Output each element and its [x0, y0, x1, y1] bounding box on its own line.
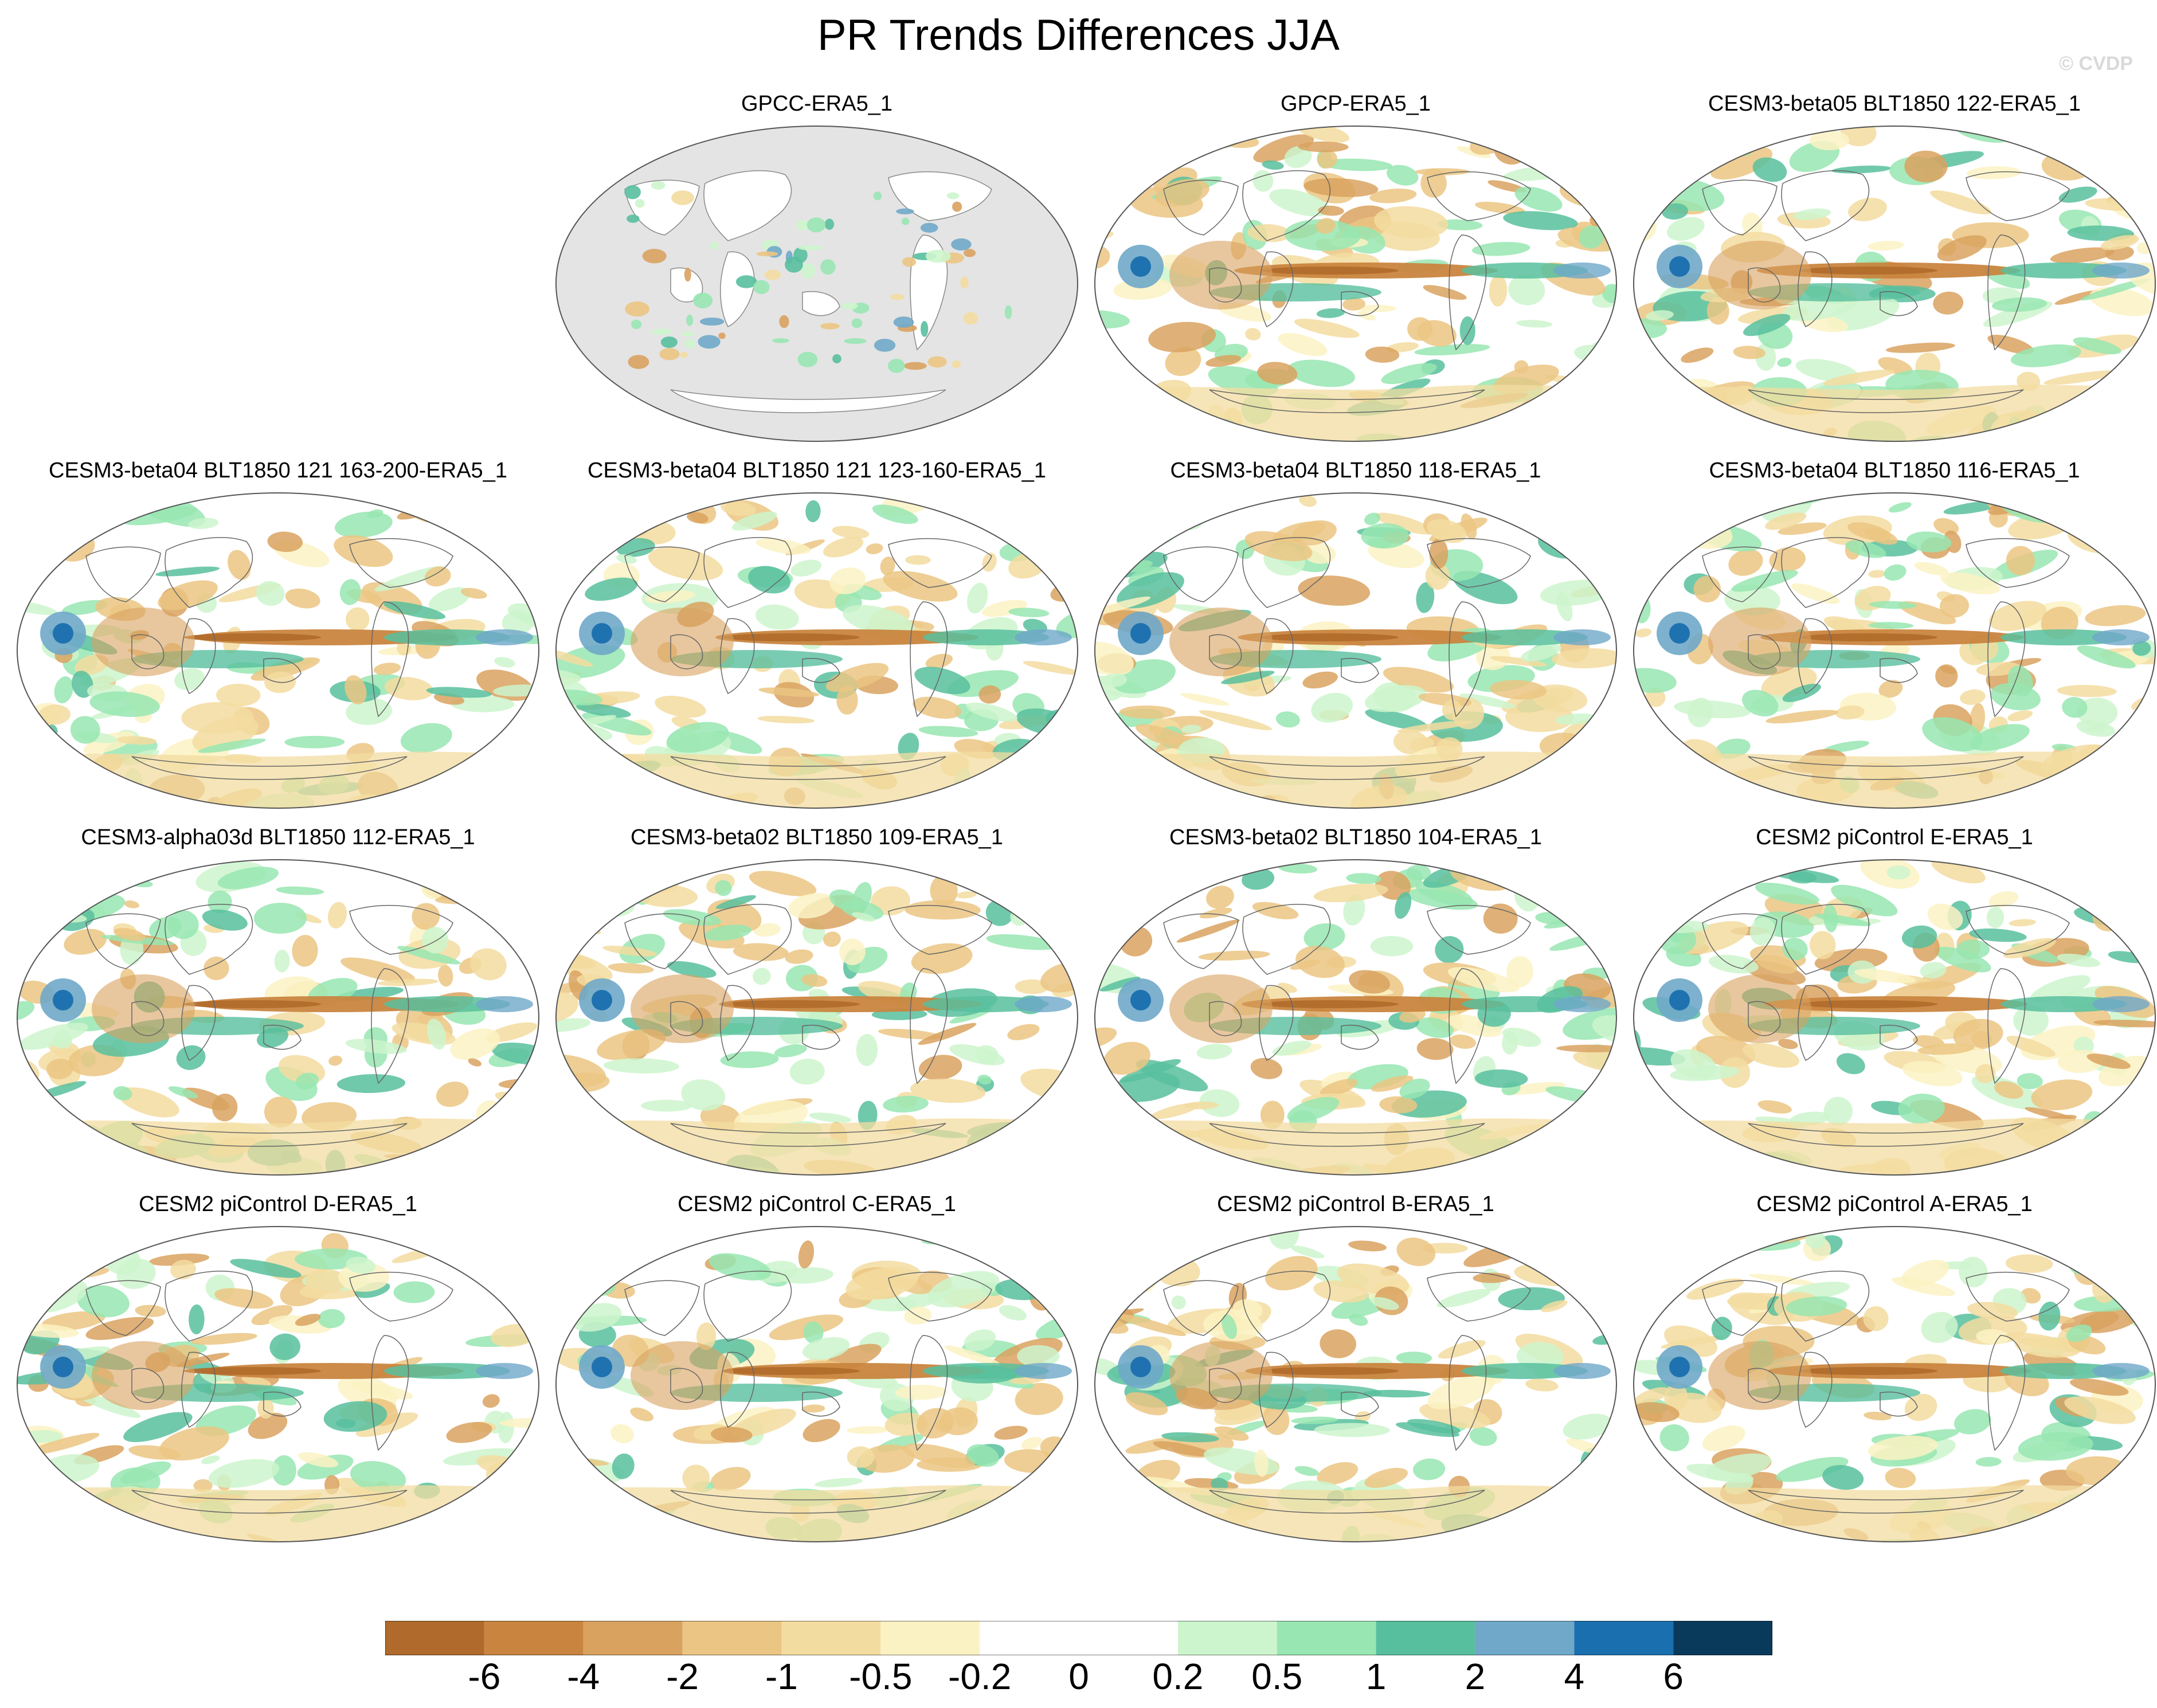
- panel-title: CESM2 piControl A-ERA5_1: [1756, 1192, 2033, 1216]
- panel-title: CESM3-beta04 BLT1850 121 123-160-ERA5_1: [588, 459, 1046, 483]
- panel-title: CESM3-beta02 BLT1850 104-ERA5_1: [1169, 825, 1542, 849]
- map-panel: GPCC-ERA5_1: [550, 92, 1083, 447]
- map-panel: CESM3-beta02 BLT1850 104-ERA5_1: [1089, 825, 1622, 1181]
- map-panel: CESM3-beta05 BLT1850 122-ERA5_1: [1628, 92, 2157, 447]
- precip-trend-map: [1094, 859, 1617, 1176]
- map-panel: CESM3-alpha03d BLT1850 112-ERA5_1: [11, 825, 545, 1181]
- map-panel: CESM3-beta04 BLT1850 116-ERA5_1: [1628, 459, 2157, 814]
- precip-trend-map: [1633, 126, 2156, 442]
- colorbar-tick-label: 6: [1663, 1656, 1684, 1697]
- panel-title: CESM3-beta02 BLT1850 109-ERA5_1: [631, 825, 1003, 849]
- map-panel: GPCP-ERA5_1: [1089, 92, 1622, 447]
- colorbar-swatch: [682, 1621, 782, 1655]
- map-panel: CESM2 piControl D-ERA5_1: [11, 1192, 545, 1548]
- map-panel: CESM2 piControl C-ERA5_1: [550, 1192, 1083, 1548]
- colorbar-labels: -6 -4 -2 -1 -0.5 -0.2 0 0.2 0.5 1 2 4 6: [0, 1655, 2157, 1707]
- colorbar-swatch: [1475, 1621, 1575, 1655]
- colorbar-tick-label: 0: [1068, 1656, 1089, 1697]
- precip-trend-map: [17, 492, 539, 809]
- colorbar: [385, 1621, 1772, 1655]
- precip-trend-map: [1633, 1226, 2156, 1542]
- colorbar-swatch: [484, 1621, 584, 1655]
- colorbar-tick-label: -0.2: [948, 1656, 1012, 1697]
- map-panel: CESM3-beta04 BLT1850 121 123-160-ERA5_1: [550, 459, 1083, 814]
- watermark: © CVDP: [2059, 53, 2133, 75]
- colorbar-tick-label: -2: [666, 1656, 699, 1697]
- precip-trend-map: [555, 492, 1078, 809]
- precip-trend-map: [17, 859, 539, 1176]
- panel-title: CESM3-beta04 BLT1850 121 163-200-ERA5_1: [49, 459, 507, 483]
- panel-title: GPCP-ERA5_1: [1281, 92, 1431, 116]
- precip-trend-map: [555, 1226, 1078, 1542]
- panel-title: CESM2 piControl D-ERA5_1: [139, 1192, 417, 1216]
- colorbar-tick-label: 0.2: [1152, 1656, 1204, 1697]
- colorbar-swatch: [980, 1621, 1079, 1655]
- precip-trend-map: [1094, 492, 1617, 809]
- panel-title: CESM3-alpha03d BLT1850 112-ERA5_1: [81, 825, 475, 849]
- precip-trend-map: [17, 1226, 539, 1542]
- precip-trend-map: [1094, 1226, 1617, 1542]
- precip-trend-map: [1633, 859, 2156, 1176]
- colorbar-tick-label: 0.5: [1251, 1656, 1303, 1697]
- colorbar-swatch: [1376, 1621, 1475, 1655]
- map-panel: CESM2 piControl E-ERA5_1: [1628, 825, 2157, 1181]
- panel-title: GPCC-ERA5_1: [741, 92, 892, 116]
- map-panel: CESM2 piControl A-ERA5_1: [1628, 1192, 2157, 1548]
- colorbar-tick-label: -1: [765, 1656, 798, 1697]
- precip-trend-map: [1094, 126, 1617, 442]
- colorbar-swatch: [1574, 1621, 1674, 1655]
- colorbar-tick-label: 4: [1564, 1656, 1585, 1697]
- colorbar-swatch: [880, 1621, 980, 1655]
- panel-title: CESM3-beta04 BLT1850 116-ERA5_1: [1709, 459, 2080, 483]
- colorbar-tick-label: -6: [468, 1656, 501, 1697]
- colorbar-tick-label: -0.5: [849, 1656, 913, 1697]
- map-panel: CESM3-beta04 BLT1850 118-ERA5_1: [1089, 459, 1622, 814]
- colorbar-tick-label: -4: [567, 1656, 600, 1697]
- figure-title: PR Trends Differences JJA: [817, 11, 1340, 60]
- map-panel: CESM3-beta04 BLT1850 121 163-200-ERA5_1: [11, 459, 545, 814]
- panel-title: CESM2 piControl E-ERA5_1: [1756, 825, 2033, 849]
- colorbar-swatch: [583, 1621, 683, 1655]
- map-panel: CESM3-beta02 BLT1850 109-ERA5_1: [550, 825, 1083, 1181]
- panel-title: CESM3-beta04 BLT1850 118-ERA5_1: [1170, 459, 1541, 483]
- colorbar-swatch: [1079, 1621, 1178, 1655]
- panel-title: CESM3-beta05 BLT1850 122-ERA5_1: [1708, 92, 2081, 116]
- colorbar-swatch: [781, 1621, 881, 1655]
- colorbar-tick-label: 2: [1465, 1656, 1486, 1697]
- map-panel: CESM2 piControl B-ERA5_1: [1089, 1192, 1622, 1548]
- precip-trend-map: [555, 126, 1078, 442]
- precip-trend-map: [1633, 492, 2156, 809]
- colorbar-swatch: [1177, 1621, 1277, 1655]
- precip-trend-map: [555, 859, 1078, 1176]
- panel-title: CESM2 piControl B-ERA5_1: [1217, 1192, 1494, 1216]
- colorbar-swatch: [1673, 1621, 1772, 1655]
- colorbar-tick-label: 1: [1365, 1656, 1387, 1697]
- colorbar-swatch: [1277, 1621, 1376, 1655]
- panel-title: CESM2 piControl C-ERA5_1: [678, 1192, 956, 1216]
- colorbar-swatch: [385, 1621, 484, 1655]
